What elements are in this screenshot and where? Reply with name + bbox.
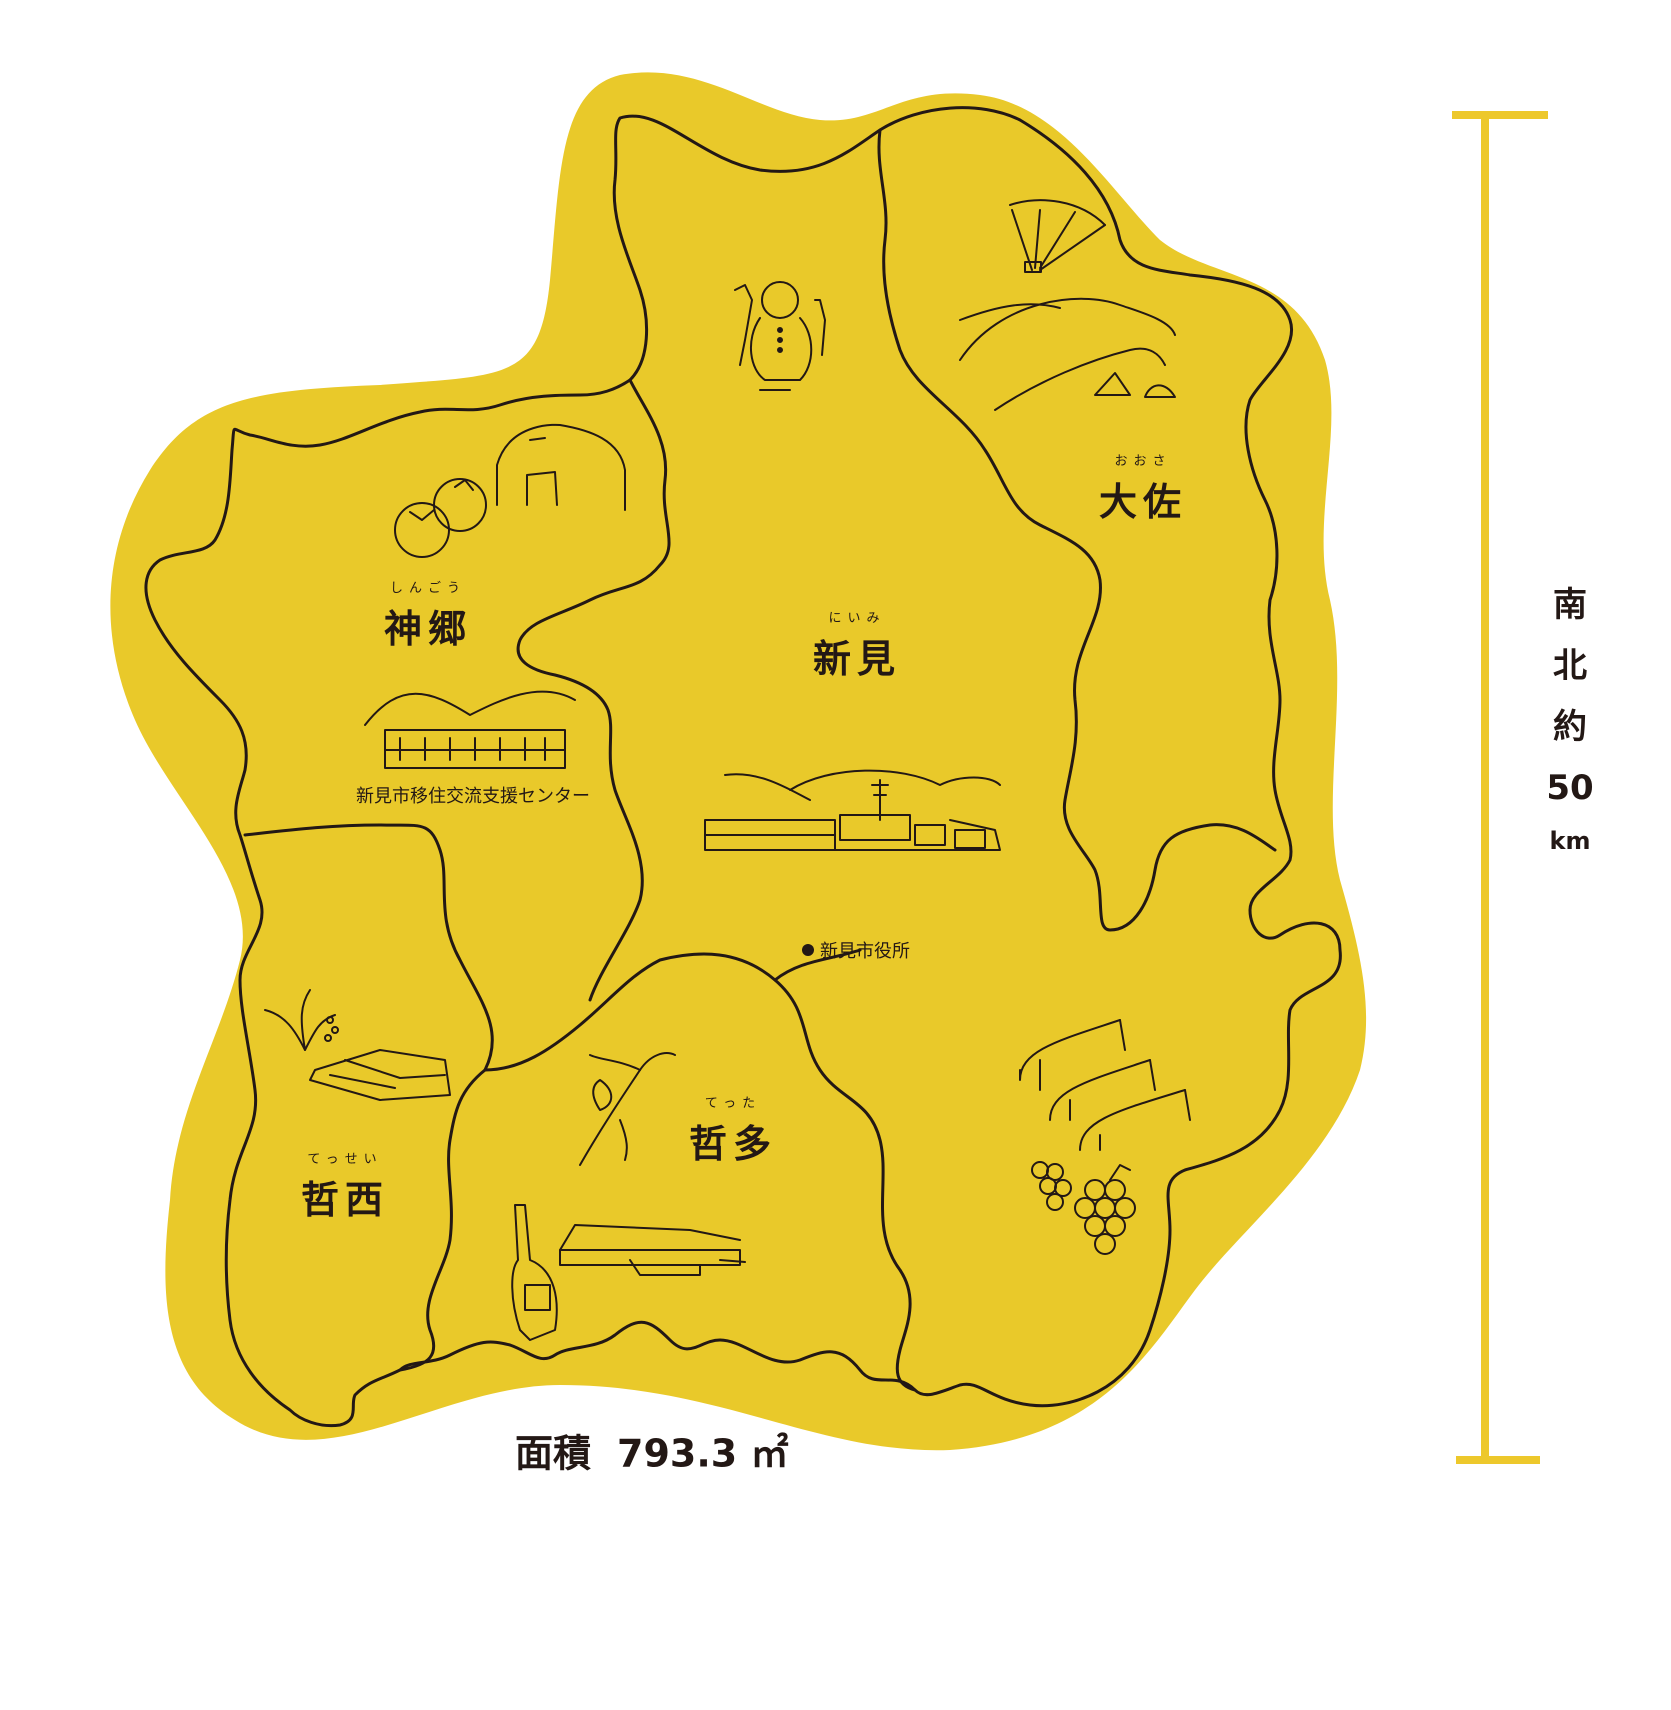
paraglider-icon [1009, 199, 1106, 273]
lily-icon [579, 1052, 676, 1166]
boundaries [144, 106, 1342, 1428]
region-ruby: てっせい [307, 1152, 383, 1167]
region-name: 大佐 [1098, 480, 1188, 524]
scale-caption: 南 北 約 50 km [1535, 575, 1605, 863]
tomato-icon [394, 478, 487, 558]
map-background-shape [110, 72, 1367, 1451]
region-name: 哲多 [688, 1122, 778, 1166]
region-label-tessei: てっせい 哲西 [301, 1148, 389, 1224]
scale-char: 南 [1553, 585, 1587, 625]
region-label-osa: おおさ 大佐 [1099, 450, 1187, 526]
scale-value: 50 [1546, 768, 1594, 808]
region-name: 新見 [812, 637, 902, 681]
region-name: 哲西 [300, 1178, 390, 1222]
region-ruby: おおさ [1114, 454, 1172, 469]
scale-bar [1452, 111, 1548, 1464]
winery-icon [559, 1224, 746, 1276]
factory-town-icon [704, 769, 1001, 851]
scale-unit: km [1549, 827, 1591, 855]
region-label-shingo: しんごう 神郷 [384, 577, 472, 653]
region-label-tetta: てった 哲多 [689, 1092, 777, 1168]
region-ruby: しんごう [389, 581, 467, 596]
scale-char: 北 [1553, 646, 1587, 686]
region-label-niimi: にいみ 新見 [813, 607, 901, 683]
wine-bottle-icon [511, 1204, 558, 1341]
grape-icon [1031, 1161, 1136, 1255]
boundary-shingo-tessei [243, 823, 494, 1072]
region-name: 神郷 [383, 607, 473, 651]
boundary-niimi-east [773, 948, 862, 982]
boundary-niimi-tetta [483, 952, 917, 1392]
boundary-niimi-osa [877, 128, 1277, 932]
city-boundary [144, 106, 1342, 1428]
building-icon [364, 690, 576, 769]
vinyl-house-icon [1019, 1019, 1191, 1151]
scale-char: 約 [1553, 707, 1587, 747]
area-label: 面積 [515, 1431, 592, 1476]
snowman-icon [734, 281, 826, 391]
area-value: 793.3 ㎡ [617, 1431, 789, 1476]
migration-center-label: 新見市移住交流支援センター [356, 786, 590, 807]
mountain-tents-icon [959, 297, 1176, 411]
city-hall-label: 新見市役所 [820, 941, 910, 962]
region-ruby: てった [704, 1096, 762, 1111]
city-hall-marker [802, 944, 814, 956]
boundary-tessei-tetta [398, 1068, 487, 1372]
rice-field-icon [264, 989, 451, 1101]
region-ruby: にいみ [828, 611, 886, 626]
greenhouse-icon [496, 423, 626, 511]
area-caption: 面積 793.3 ㎡ [515, 1423, 788, 1478]
boundary-shingo-niimi [516, 378, 671, 1002]
